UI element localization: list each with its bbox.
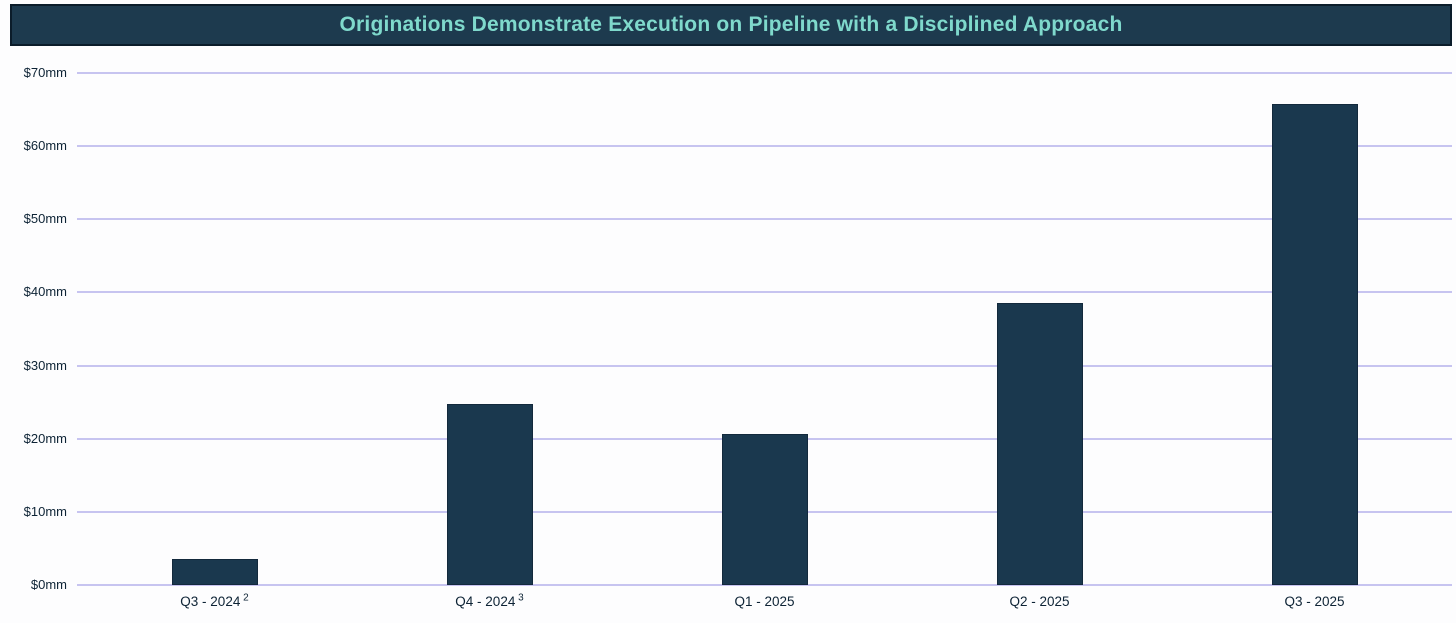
gridline	[77, 145, 1452, 148]
x-axis-category-label: Q3 - 2025	[1225, 594, 1405, 610]
chart-title-bar: Originations Demonstrate Execution on Pi…	[10, 4, 1452, 46]
y-axis-tick-label: $50mm	[23, 211, 67, 227]
y-axis-tick-label: $60mm	[23, 138, 67, 154]
category-text: Q2 - 2025	[1009, 594, 1070, 609]
category-text: Q4 - 2024	[455, 594, 516, 609]
bar	[171, 559, 258, 585]
y-axis-tick-label: $40mm	[23, 284, 67, 300]
y-axis-tick-label: $70mm	[23, 65, 67, 80]
gridline	[77, 584, 1452, 586]
gridline	[77, 291, 1452, 294]
bar	[996, 303, 1083, 585]
y-axis-tick-label: $0mm	[30, 577, 67, 592]
bar	[1271, 103, 1358, 585]
gridline	[77, 218, 1452, 221]
footnote-superscript: 3	[515, 592, 524, 604]
x-axis-category-label: Q4 - 2024 3	[400, 592, 580, 610]
x-axis-category-label: Q1 - 2025	[675, 594, 855, 610]
bar	[721, 434, 808, 585]
x-axis-category-label: Q3 - 2024 2	[125, 592, 305, 610]
category-text: Q3 - 2024	[180, 594, 241, 609]
y-axis-tick-label: $30mm	[23, 357, 67, 373]
chart-title: Originations Demonstrate Execution on Pi…	[339, 13, 1123, 36]
footnote-superscript: 2	[240, 592, 249, 604]
bar	[446, 403, 533, 585]
category-text: Q1 - 2025	[734, 594, 795, 609]
gridline	[77, 364, 1452, 367]
x-axis-category-label: Q2 - 2025	[950, 594, 1130, 610]
gridline	[77, 72, 1452, 74]
y-axis-tick-label: $10mm	[23, 503, 67, 519]
y-axis-tick-label: $20mm	[23, 430, 67, 446]
category-text: Q3 - 2025	[1284, 594, 1345, 609]
